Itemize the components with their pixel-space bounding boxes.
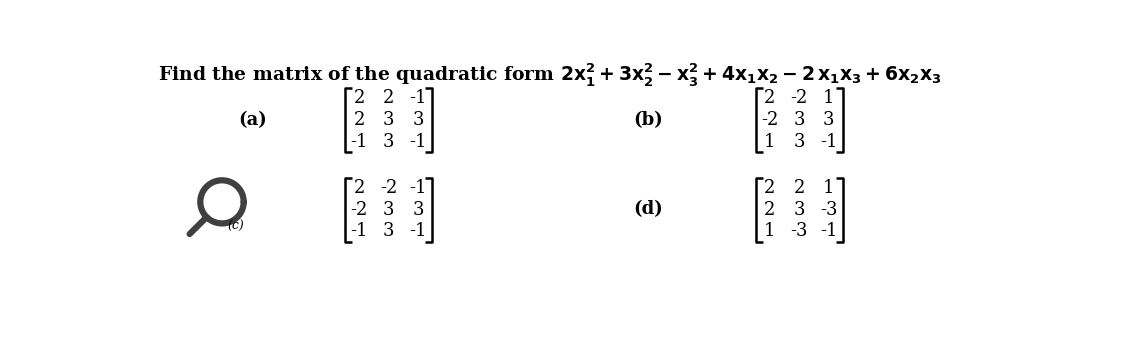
Text: 3: 3 — [382, 133, 395, 151]
Text: -1: -1 — [350, 133, 368, 151]
Text: -1: -1 — [820, 222, 838, 240]
Text: 3: 3 — [413, 111, 424, 129]
Text: (c): (c) — [227, 220, 244, 233]
Text: -1: -1 — [350, 222, 368, 240]
Text: 3: 3 — [793, 133, 806, 151]
Text: 3: 3 — [824, 111, 835, 129]
Text: 2: 2 — [353, 89, 364, 107]
Text: 2: 2 — [353, 179, 364, 197]
Text: Find the matrix of the quadratic form $\mathbf{2x_1^2 + 3x_2^2 - x_3^2 + 4x_1x_2: Find the matrix of the quadratic form $\… — [158, 61, 942, 88]
Text: 1: 1 — [824, 179, 835, 197]
Text: 2: 2 — [764, 201, 775, 219]
Text: -2: -2 — [380, 179, 397, 197]
Text: 3: 3 — [382, 201, 395, 219]
Text: -1: -1 — [410, 133, 426, 151]
Text: (a): (a) — [238, 111, 268, 129]
Text: -2: -2 — [762, 111, 778, 129]
Text: -1: -1 — [820, 133, 838, 151]
Text: 1: 1 — [824, 89, 835, 107]
Text: 3: 3 — [793, 111, 806, 129]
Text: 3: 3 — [413, 201, 424, 219]
Text: 2: 2 — [382, 89, 395, 107]
Text: -1: -1 — [410, 179, 426, 197]
Text: (d): (d) — [633, 201, 663, 219]
Text: 3: 3 — [793, 201, 806, 219]
Text: -2: -2 — [791, 89, 808, 107]
Text: -3: -3 — [820, 201, 838, 219]
Text: 2: 2 — [764, 179, 775, 197]
Text: 3: 3 — [382, 222, 395, 240]
Text: -1: -1 — [410, 89, 426, 107]
Text: -2: -2 — [351, 201, 368, 219]
Text: 2: 2 — [764, 89, 775, 107]
Text: (b): (b) — [633, 111, 663, 129]
Text: -1: -1 — [410, 222, 426, 240]
Text: -3: -3 — [791, 222, 808, 240]
Text: 2: 2 — [794, 179, 806, 197]
Text: 3: 3 — [382, 111, 395, 129]
Text: 2: 2 — [353, 111, 364, 129]
Text: 1: 1 — [764, 133, 775, 151]
Text: 1: 1 — [764, 222, 775, 240]
